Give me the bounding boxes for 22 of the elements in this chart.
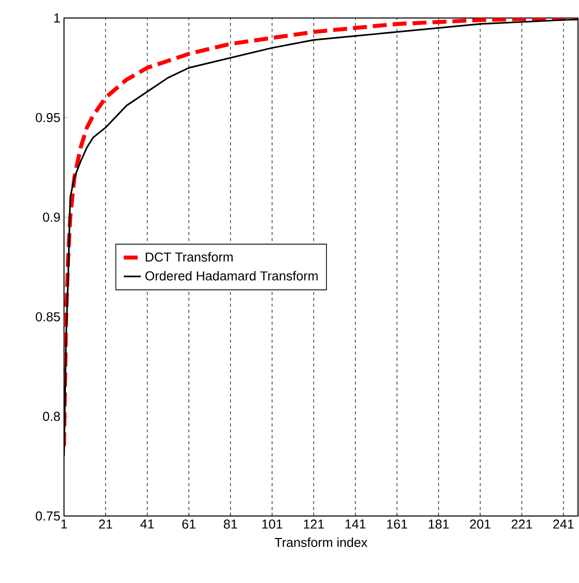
x-tick-label: 121 xyxy=(304,520,324,529)
x-tick-label: 181 xyxy=(428,520,449,529)
y-tick-label: 0.85 xyxy=(36,312,60,322)
x-tick-label: 141 xyxy=(346,520,366,528)
x-tick-label: 21 xyxy=(99,520,112,529)
x-axis-title: Transform index xyxy=(274,538,368,548)
x-tick-label: 1 xyxy=(61,520,67,528)
x-tick-label: 241 xyxy=(553,520,574,529)
y-tick-label: 0.75 xyxy=(36,511,60,521)
x-tick-label: 81 xyxy=(224,520,238,529)
y-tick-label: 0.8 xyxy=(42,412,60,421)
x-tick-label: 221 xyxy=(512,520,532,529)
x-tick-label: 101 xyxy=(262,520,282,529)
y-tick-label: 1 xyxy=(54,14,60,22)
x-tick-label: 41 xyxy=(140,520,154,528)
y-tick-label: 0.95 xyxy=(36,113,60,122)
legend-label: DCT Transform xyxy=(146,252,233,262)
legend-label: Ordered Hadamard Transform xyxy=(145,270,318,280)
x-tick-label: 61 xyxy=(182,520,196,529)
x-tick-label: 161 xyxy=(387,520,408,529)
y-tick-label: 0.9 xyxy=(42,212,60,222)
x-tick-label: 201 xyxy=(470,520,490,529)
